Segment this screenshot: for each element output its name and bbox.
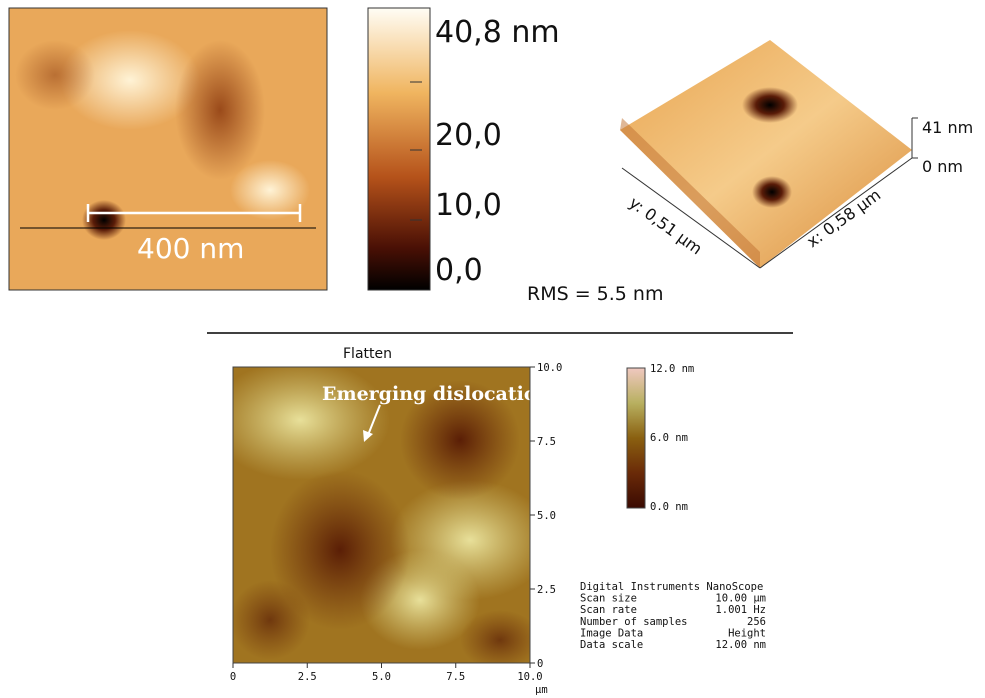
info-value: 256 [747, 616, 766, 628]
y-tick-label: 7.5 [537, 436, 556, 448]
info-value: 10.00 μm [715, 593, 766, 605]
colorbar-tick: 20,0 [435, 118, 502, 153]
info-label: Scan rate [580, 604, 637, 616]
surface-3d: 41 nm 0 nm y: 0,51 µm x: 0,58 µm [620, 40, 973, 268]
flatten-panel: Flatten Emerging dislocatio 10.0 7.5 5.0 2.… [210, 346, 766, 696]
y-tick-label: 10.0 [537, 362, 562, 374]
colorbar-tick: 10,0 [435, 188, 502, 223]
info-value: 1.001 Hz [715, 604, 766, 616]
scale-bar-label: 400 nm [137, 232, 244, 265]
x-tick-label: 7.5 [446, 671, 465, 683]
info-label: Scan size [580, 593, 637, 605]
x-tick-label: 2.5 [298, 671, 317, 683]
info-label: Data scale [580, 639, 643, 651]
colorbar: 40,8 nm 20,0 10,0 0,0 [368, 8, 560, 290]
x-tick-label: 0 [230, 671, 236, 683]
info-value: Height [728, 627, 766, 639]
annotation: Emerging dislocatio [322, 383, 537, 405]
figure: 400 nm 40,8 nm 20,0 10,0 0,0 41 nm 0 nm … [0, 0, 985, 698]
x-tick-label: 5.0 [372, 671, 391, 683]
colorbar-tick: 6.0 nm [650, 432, 688, 444]
info-label: Digital Instruments NanoScope [580, 581, 763, 593]
z-label: 41 nm [922, 118, 973, 137]
x-unit: μm [535, 684, 548, 696]
y-tick-label: 2.5 [537, 584, 556, 596]
colorbar-tick: 40,8 nm [435, 15, 560, 50]
colorbar-tick: 0.0 nm [650, 501, 688, 513]
y-tick-label: 5.0 [537, 510, 556, 522]
info-label: Number of samples [580, 616, 687, 628]
info-label: Image Data [580, 627, 643, 639]
y-tick-label: 0 [537, 658, 543, 670]
panel-title: Flatten [343, 346, 392, 362]
info-value: 12.00 nm [715, 639, 766, 651]
x-tick-label: 10.0 [517, 671, 542, 683]
colorbar-tick: 0,0 [435, 253, 483, 288]
afm-image: 400 nm [9, 8, 327, 290]
colorbar-tick: 12.0 nm [650, 363, 694, 375]
z-label: 0 nm [922, 157, 963, 176]
rms-label: RMS = 5.5 nm [527, 283, 663, 305]
